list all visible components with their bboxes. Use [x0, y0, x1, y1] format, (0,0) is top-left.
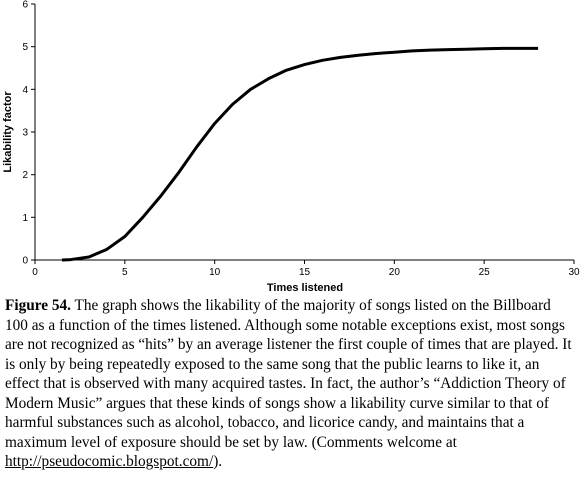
y-tick-label: 2	[22, 170, 28, 181]
y-axis-label: Likability factor	[2, 91, 14, 173]
y-tick-label: 6	[22, 0, 28, 11]
caption-text-end: ).	[213, 453, 223, 470]
y-tick-label: 3	[22, 128, 28, 139]
x-tick-label: 10	[209, 267, 221, 278]
caption-link[interactable]: http://pseudocomic.blogspot.com/	[5, 453, 214, 470]
x-axis-label: Times listened	[267, 282, 343, 294]
y-tick-label: 4	[22, 85, 28, 96]
x-tick-label: 25	[479, 267, 491, 278]
x-tick-label: 20	[389, 267, 401, 278]
caption-text: The graph shows the likability of the ma…	[5, 297, 572, 451]
x-tick-label: 0	[32, 267, 38, 278]
caption: Figure 54. The graph shows the likabilit…	[5, 296, 573, 472]
line	[61, 46, 539, 262]
y-tick-label: 5	[22, 42, 28, 53]
figure-label: Figure 54.	[5, 297, 71, 314]
x-tick-label: 30	[568, 267, 580, 278]
x-tick-label: 5	[122, 267, 128, 278]
x-tick-label: 15	[299, 267, 311, 278]
y-tick-label: 0	[22, 256, 28, 267]
chart: Times listened Likability factor 0 1 2 3 4 5 6…	[2, 0, 580, 294]
y-tick-label: 1	[22, 213, 28, 224]
